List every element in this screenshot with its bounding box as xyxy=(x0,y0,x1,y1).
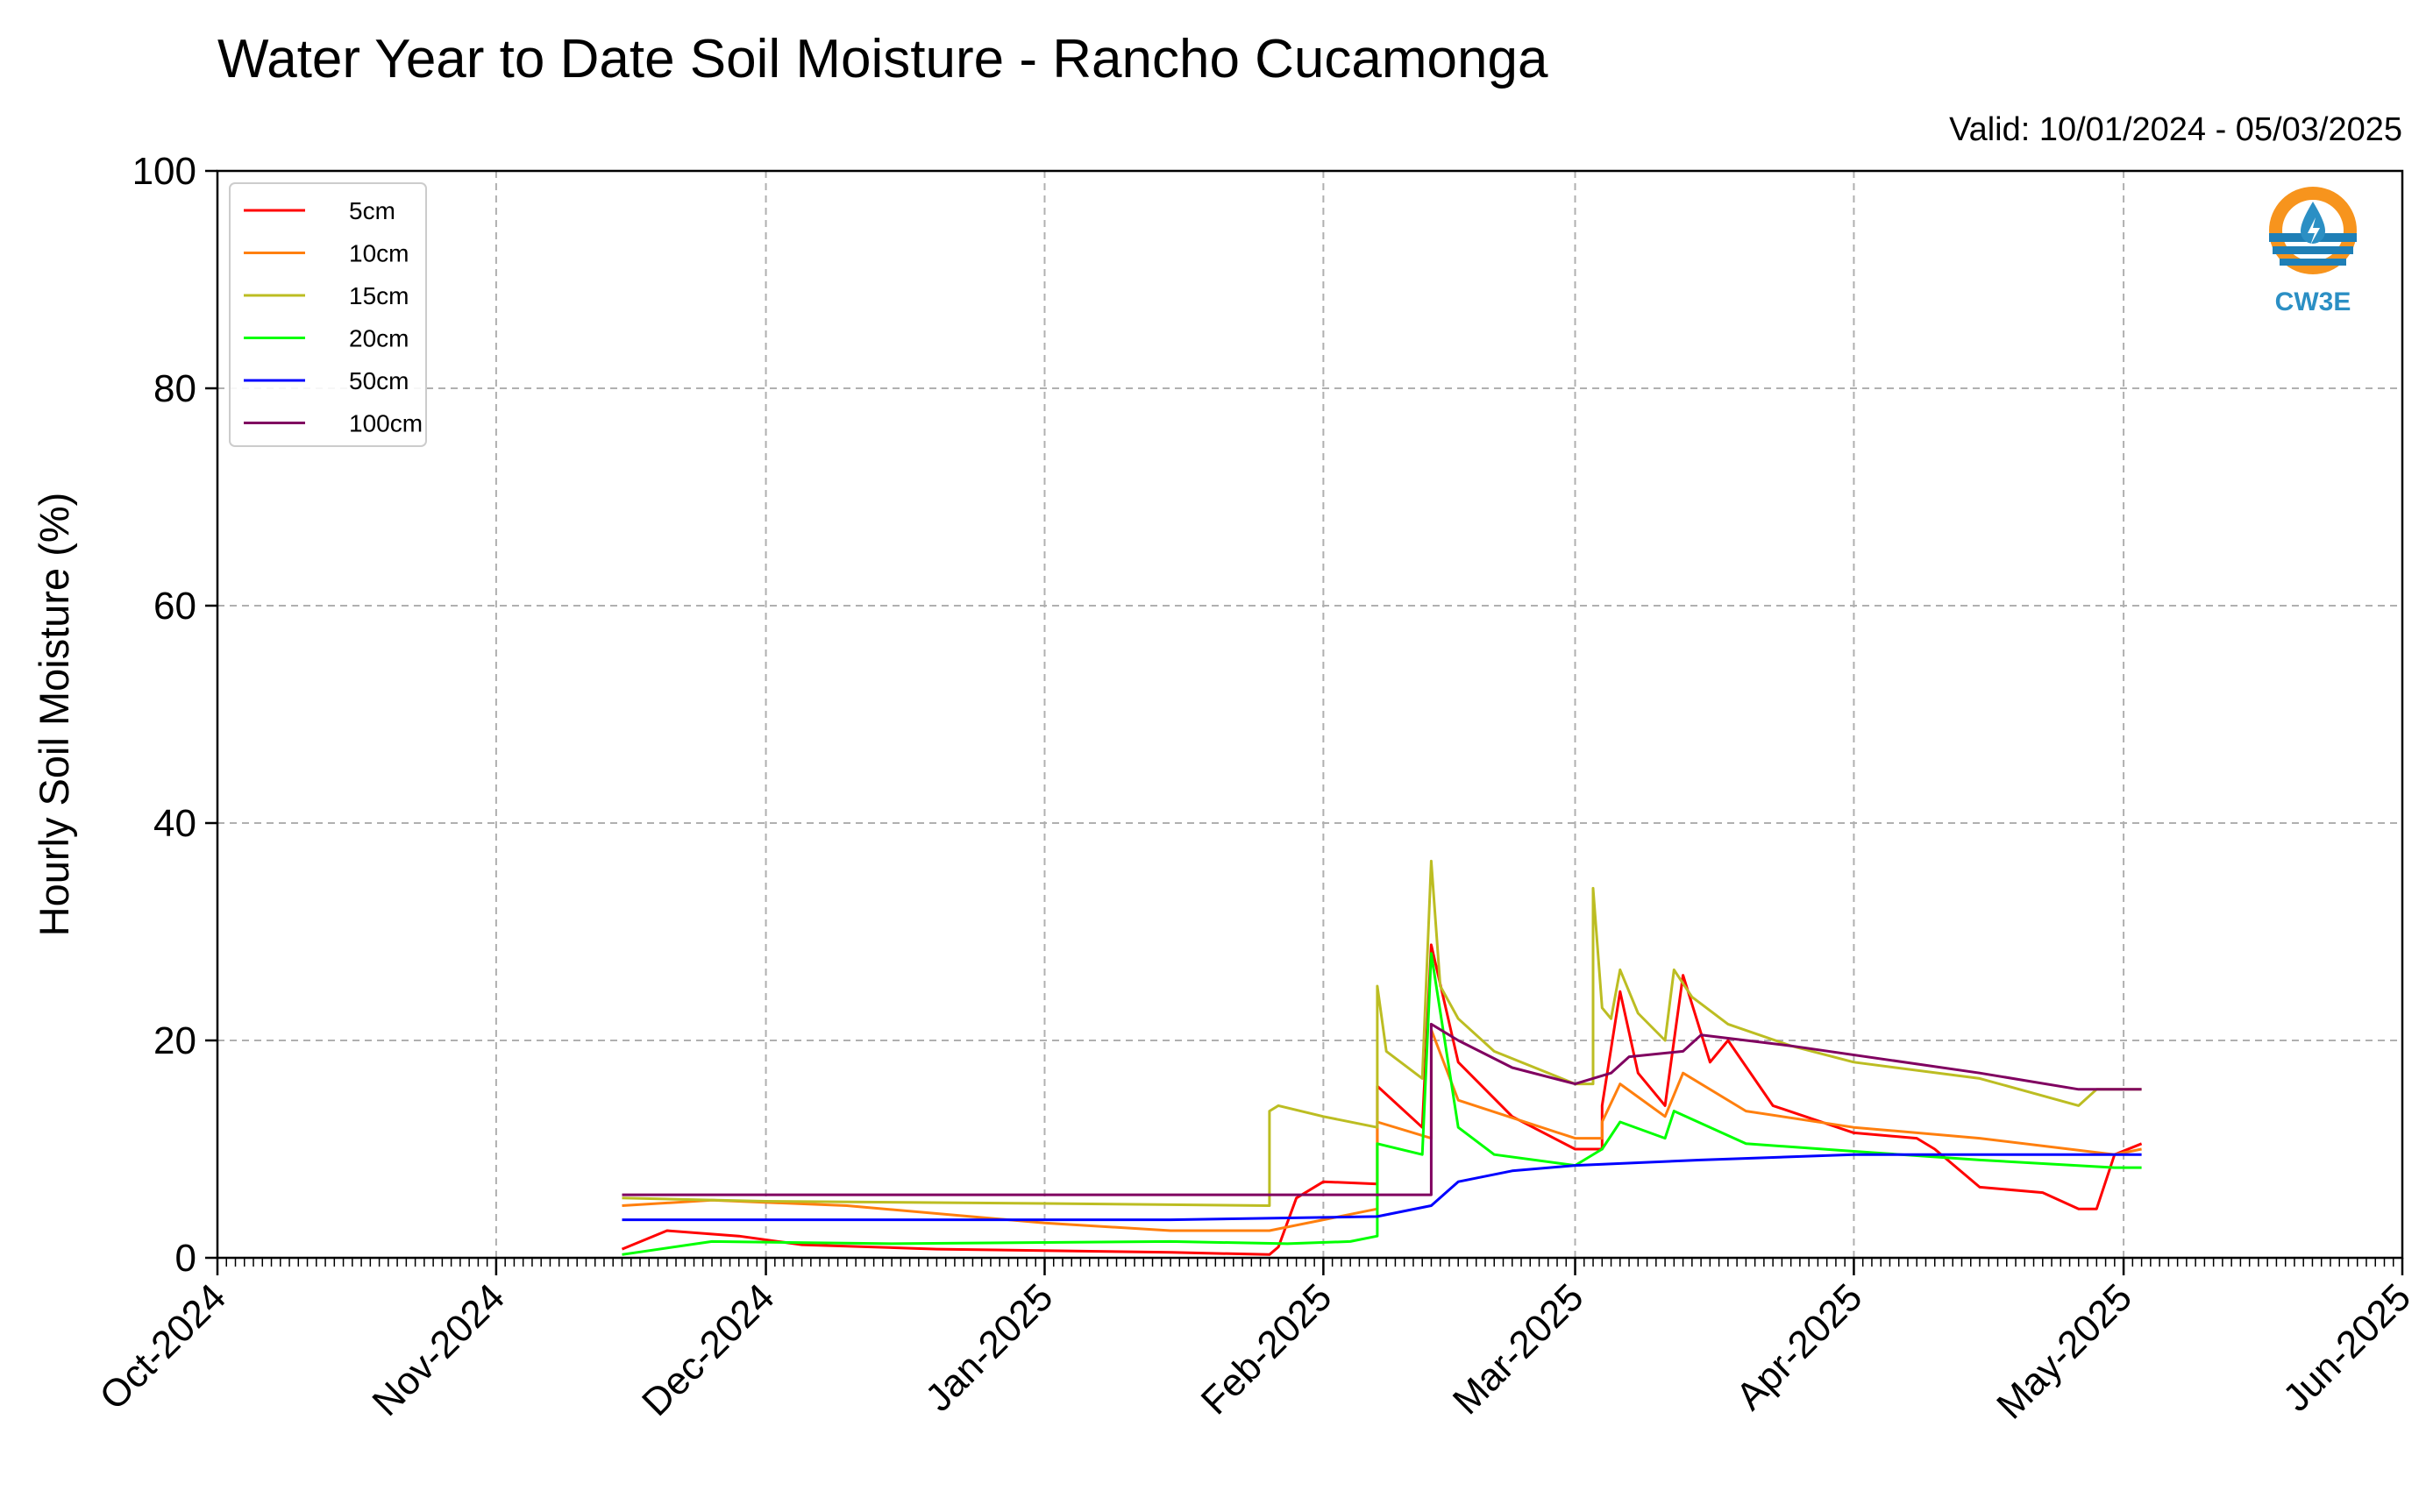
legend-label-15cm: 15cm xyxy=(349,282,409,309)
y-tick-label: 20 xyxy=(153,1019,196,1062)
x-tick-label: Apr-2025 xyxy=(1728,1275,1871,1418)
series-line-50cm xyxy=(622,1153,2142,1222)
legend-label-100cm: 100cm xyxy=(349,410,423,437)
legend-label-10cm: 10cm xyxy=(349,240,409,267)
chart-title: Water Year to Date Soil Moisture - Ranch… xyxy=(217,29,1548,89)
y-tick-label: 0 xyxy=(175,1237,196,1280)
x-tick-label: May-2025 xyxy=(1988,1275,2140,1427)
series-line-100cm xyxy=(622,1022,2142,1196)
cw3e-logo-text: CW3E xyxy=(2275,287,2351,316)
x-tick-label: Jun-2025 xyxy=(2275,1275,2419,1419)
series-lines xyxy=(621,859,2143,1256)
cw3e-logo: CW3E xyxy=(2269,187,2357,316)
x-tick-label: Mar-2025 xyxy=(1445,1275,1592,1423)
plot-frame xyxy=(216,169,2404,1260)
x-tick-label: Nov-2024 xyxy=(364,1275,513,1424)
series-line-10cm xyxy=(622,1028,2142,1232)
series-line-15cm xyxy=(622,859,2142,1207)
x-tick-label: Dec-2024 xyxy=(634,1275,783,1424)
axis-ticks: Oct-2024 Nov-2024 Dec-2024 Jan-2025 Feb-2025… xyxy=(91,150,2419,1427)
series-line-20cm xyxy=(622,952,2142,1256)
legend-label-5cm: 5cm xyxy=(349,197,395,224)
legend: 5cm 10cm 15cm 20cm 50cm 100cm xyxy=(229,182,427,447)
y-tick-label: 40 xyxy=(153,802,196,845)
valid-date-range: Valid: 10/01/2024 - 05/03/2025 xyxy=(1949,111,2402,148)
y-axis-label: Hourly Soil Moisture (%) xyxy=(31,493,77,937)
x-tick-label: Feb-2025 xyxy=(1193,1275,1341,1423)
cw3e-logo-icon xyxy=(2269,187,2357,274)
y-tick-label: 80 xyxy=(153,367,196,410)
legend-label-50cm: 50cm xyxy=(349,367,409,394)
x-tick-label: Oct-2024 xyxy=(91,1275,234,1418)
series-line-5cm xyxy=(621,943,2143,1256)
x-tick-label: Jan-2025 xyxy=(917,1275,1061,1419)
legend-box xyxy=(229,182,427,447)
legend-label-20cm: 20cm xyxy=(349,325,409,352)
grid-lines xyxy=(217,171,2402,1258)
y-tick-label: 100 xyxy=(132,150,196,193)
y-tick-label: 60 xyxy=(153,585,196,628)
